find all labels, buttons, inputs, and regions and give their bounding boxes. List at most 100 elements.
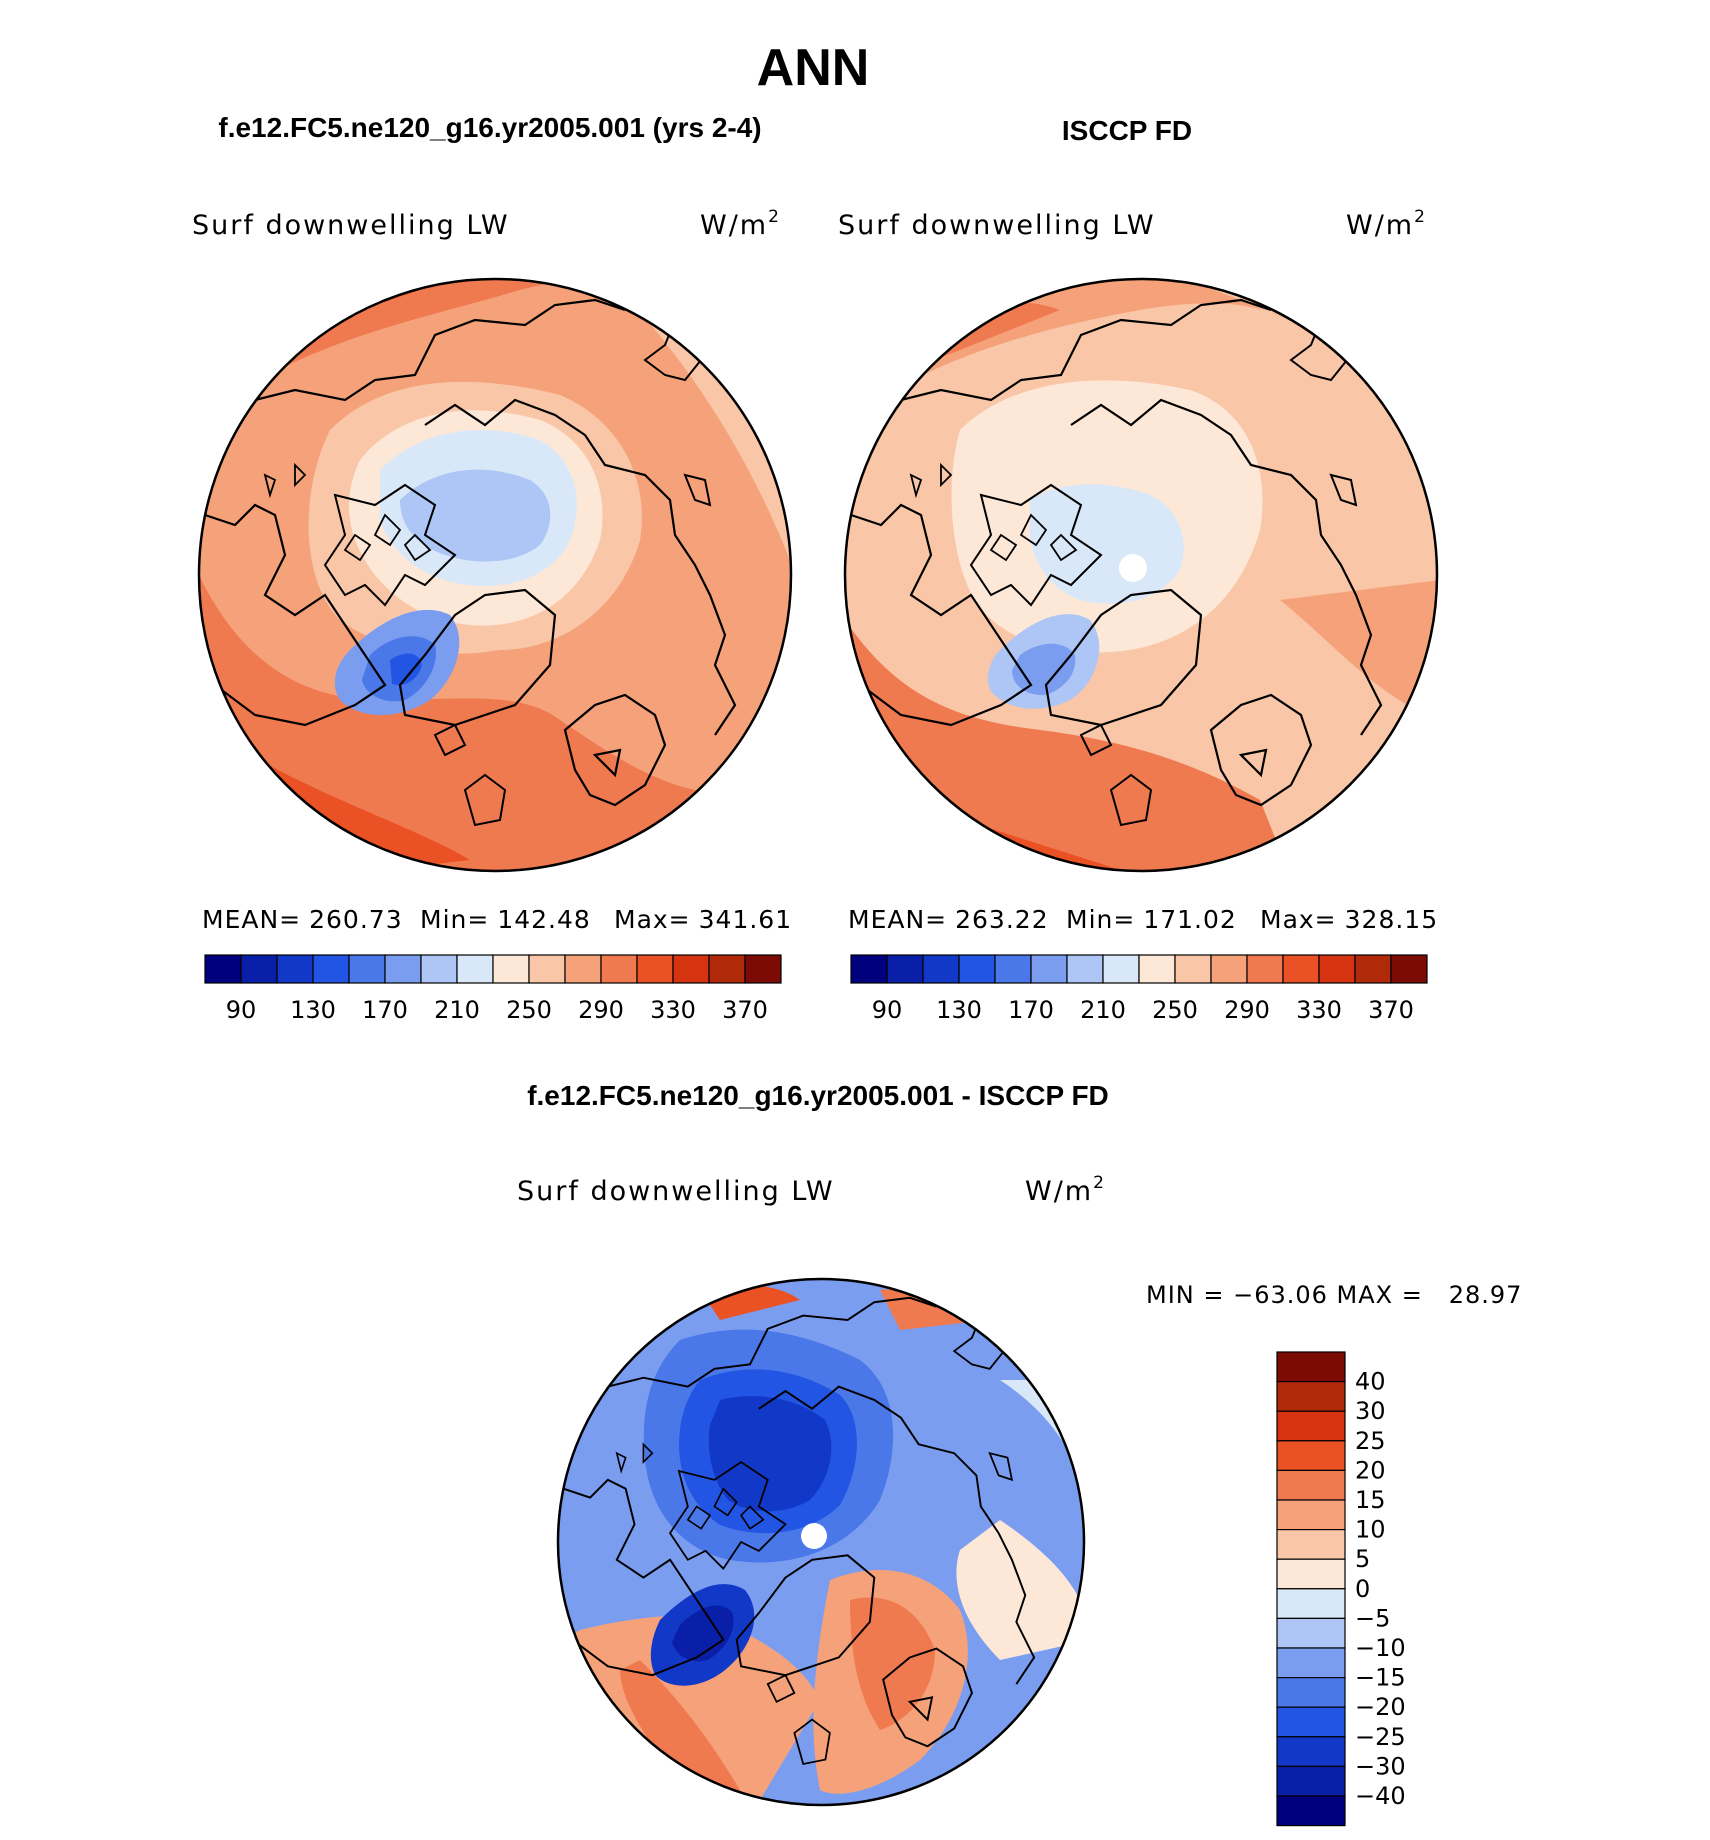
- colorbar-swatch: [384, 954, 422, 984]
- colorbar-swatch: [1276, 1677, 1346, 1708]
- colorbar-swatch: [1138, 954, 1176, 984]
- colorbar-tick-label: −10: [1355, 1634, 1406, 1662]
- colorbar-tick-label: 25: [1355, 1427, 1386, 1455]
- colorbar-swatch: [564, 954, 602, 984]
- colorbar-swatch: [1276, 1499, 1346, 1531]
- colorbar-swatch: [1390, 954, 1428, 984]
- colorbar-tick-label: 170: [1008, 996, 1054, 1024]
- colorbar-tick-label: 130: [936, 996, 982, 1024]
- model-variable-label: Surf downwelling LW: [192, 210, 510, 241]
- colorbar-tick-label: −20: [1355, 1693, 1406, 1721]
- colorbar-tick-label: 370: [1368, 996, 1414, 1024]
- colorbar-swatch: [958, 954, 996, 984]
- colorbar-tick-label: 90: [226, 996, 257, 1024]
- colorbar-tick-label: −40: [1355, 1782, 1406, 1810]
- colorbar-tick-label: 250: [1152, 996, 1198, 1024]
- colorbar-swatch: [1174, 954, 1212, 984]
- colorbar-swatch: [456, 954, 494, 984]
- diff-panel: Surf downwelling LW W/m2 MIN = −63.06 MA…: [517, 1173, 1522, 1827]
- colorbar-swatch: [1276, 1410, 1346, 1442]
- colorbar-tick-label: −15: [1355, 1664, 1406, 1692]
- colorbar-swatch: [636, 954, 674, 984]
- colorbar-swatch: [850, 954, 888, 984]
- colorbar-swatch: [744, 954, 782, 984]
- colorbar-tick-label: 30: [1355, 1397, 1386, 1425]
- colorbar-swatch: [994, 954, 1032, 984]
- model-map-border: [197, 277, 793, 873]
- diff-variable-label: Surf downwelling LW: [517, 1176, 835, 1207]
- colorbar-swatch: [1276, 1381, 1346, 1412]
- colorbar-tick-label: 0: [1355, 1575, 1370, 1603]
- colorbar-tick-label: 130: [290, 996, 336, 1024]
- obs-map-border: [843, 277, 1439, 873]
- colorbar-swatch: [1276, 1765, 1346, 1797]
- model-colorbar: 90 130 170 210 250 290 330 370: [204, 954, 782, 1024]
- colorbar-tick-label: 290: [578, 996, 624, 1024]
- colorbar-tick-label: 20: [1355, 1456, 1386, 1484]
- colorbar-swatch: [1276, 1529, 1346, 1560]
- colorbar-swatch: [1276, 1588, 1346, 1620]
- colorbar-swatch: [348, 954, 386, 984]
- model-panel: Surf downwelling LW W/m2 MEAN= 260.73 Min=…: [192, 207, 793, 1024]
- colorbar-swatch: [1276, 1736, 1346, 1767]
- colorbar-swatch: [672, 954, 710, 984]
- obs-variable-label: Surf downwelling LW: [838, 210, 1156, 241]
- colorbar-swatch: [1282, 954, 1320, 984]
- obs-header: ISCCP FD: [1062, 115, 1192, 146]
- colorbar-tick-label: 15: [1355, 1486, 1386, 1514]
- colorbar-tick-label: 290: [1224, 996, 1270, 1024]
- colorbar-swatch: [276, 954, 314, 984]
- colorbar-tick-label: 210: [434, 996, 480, 1024]
- colorbar-tick-label: 10: [1355, 1516, 1386, 1544]
- colorbar-swatch: [1276, 1469, 1346, 1501]
- diff-minmax: MIN = −63.06 MAX = 28.97: [1146, 1281, 1522, 1309]
- colorbar-swatch: [1276, 1440, 1346, 1472]
- colorbar-swatch: [492, 954, 530, 984]
- obs-colorbar: 90 130 170 210 250 290 330 370: [850, 954, 1428, 1024]
- colorbar-swatch: [1276, 1647, 1346, 1679]
- colorbar-tick-label: −30: [1355, 1752, 1406, 1780]
- colorbar-tick-label: 370: [722, 996, 768, 1024]
- colorbar-tick-label: −25: [1355, 1723, 1406, 1751]
- colorbar-swatch: [1246, 954, 1284, 984]
- colorbar-tick-label: 330: [1296, 996, 1342, 1024]
- colorbar-tick-label: −5: [1355, 1604, 1390, 1632]
- colorbar-swatch: [1318, 954, 1356, 984]
- colorbar-swatch: [600, 954, 638, 984]
- model-map: [199, 279, 791, 871]
- obs-map: [845, 279, 1437, 871]
- colorbar-swatch: [922, 954, 960, 984]
- colorbar-swatch: [1102, 954, 1140, 984]
- model-header: f.e12.FC5.ne120_g16.yr2005.001 (yrs 2-4): [218, 112, 761, 143]
- diff-units-label: W/m2: [1025, 1173, 1106, 1207]
- colorbar-swatch: [528, 954, 566, 984]
- colorbar-swatch: [1066, 954, 1104, 984]
- obs-stats: MEAN= 263.22 Min= 171.02 Max= 328.15: [848, 905, 1438, 934]
- colorbar-tick-label: 5: [1355, 1545, 1370, 1573]
- colorbar-tick-label: 250: [506, 996, 552, 1024]
- obs-panel: Surf downwelling LW W/m2 MEAN= 263.22 Min=…: [838, 207, 1439, 1024]
- figure-title: ANN: [757, 39, 870, 97]
- colorbar-swatch: [1276, 1706, 1346, 1738]
- colorbar-tick-label: 170: [362, 996, 408, 1024]
- colorbar-swatch: [1276, 1558, 1346, 1590]
- diff-map-border: [556, 1277, 1086, 1807]
- colorbar-swatch: [204, 954, 242, 984]
- obs-units-label: W/m2: [1346, 207, 1427, 241]
- colorbar-swatch: [1210, 954, 1248, 984]
- colorbar-tick-label: 330: [650, 996, 696, 1024]
- colorbar-tick-label: 40: [1355, 1368, 1386, 1396]
- colorbar-tick-label: 90: [872, 996, 903, 1024]
- colorbar-swatch: [708, 954, 746, 984]
- model-stats: MEAN= 260.73 Min= 142.48 Max= 341.61: [202, 905, 792, 934]
- colorbar-swatch: [1276, 1795, 1346, 1827]
- colorbar-swatch: [312, 954, 350, 984]
- diff-header: f.e12.FC5.ne120_g16.yr2005.001 - ISCCP F…: [527, 1080, 1109, 1111]
- colorbar-swatch: [886, 954, 924, 984]
- colorbar-tick-label: 210: [1080, 996, 1126, 1024]
- colorbar-swatch: [1354, 954, 1392, 984]
- colorbar-swatch: [420, 954, 458, 984]
- colorbar-swatch: [1030, 954, 1068, 984]
